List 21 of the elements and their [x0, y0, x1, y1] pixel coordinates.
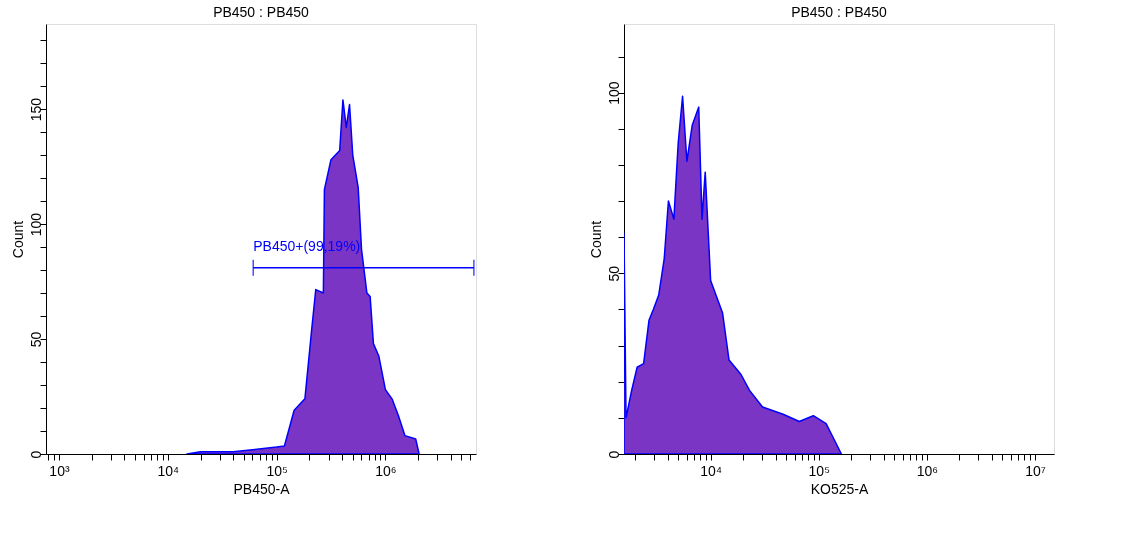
x-tick-label: 10⁴	[700, 462, 722, 479]
x-axis-title: PB450-A	[233, 480, 291, 497]
x-tick-label: 10⁴	[157, 462, 180, 479]
y-tick-label: 150	[27, 97, 44, 122]
x-tick-label: 10⁶	[375, 462, 397, 479]
x-tick-label: 10⁷	[1025, 462, 1046, 479]
chart-title: PB450 : PB450	[213, 4, 310, 20]
x-axis-title: KO525-A	[810, 480, 869, 497]
y-tick-label: 100	[605, 81, 622, 105]
y-axis-title: Count	[9, 220, 26, 259]
x-tick-label: 10⁶	[916, 462, 939, 479]
y-axis-title: Count	[587, 220, 604, 259]
y-tick-label: 0	[27, 450, 44, 459]
chart-title: PB450 : PB450	[791, 4, 888, 20]
y-tick-label: 50	[27, 331, 44, 348]
y-tick-label: 50	[605, 265, 622, 282]
y-tick-label: 0	[605, 450, 622, 459]
x-tick-label: 10⁵	[266, 462, 288, 479]
x-tick-label: 10⁵	[808, 462, 830, 479]
x-tick-label: 10³	[49, 462, 70, 479]
y-tick-label: 100	[27, 212, 44, 237]
